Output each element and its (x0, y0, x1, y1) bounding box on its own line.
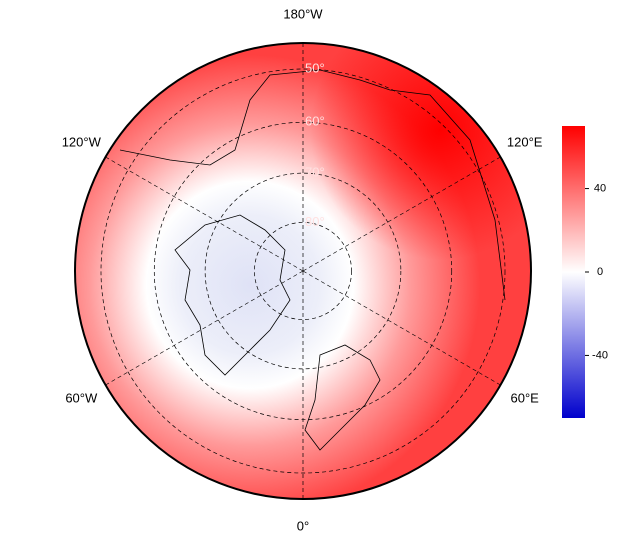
latitude-line (204, 172, 402, 370)
longitude-label: 120°W (62, 134, 102, 149)
longitude-line (105, 270, 304, 386)
longitude-line (302, 156, 501, 272)
longitude-label: 120°E (507, 134, 543, 149)
longitude-label: 0° (297, 518, 309, 533)
latitude-line (100, 68, 506, 474)
colorbar-tick-label: 40 (594, 182, 606, 194)
longitude-label: 60°W (65, 390, 98, 405)
map-border (74, 42, 532, 500)
graticule (100, 43, 506, 499)
longitude-line (105, 156, 304, 272)
latitude-label: 60° (305, 114, 325, 129)
longitude-label: 180°W (283, 6, 323, 21)
latitude-label: 50° (305, 60, 325, 75)
longitude-label: 60°E (511, 390, 540, 405)
latitude-label: 70° (305, 165, 325, 180)
colorbar-tick-label: -40 (592, 349, 608, 361)
colorbar-tick-label: 0 (597, 266, 603, 278)
latitude-line (254, 222, 352, 320)
longitude-line (302, 270, 501, 386)
colorbar (562, 126, 585, 418)
latitude-label: 80° (305, 214, 325, 229)
